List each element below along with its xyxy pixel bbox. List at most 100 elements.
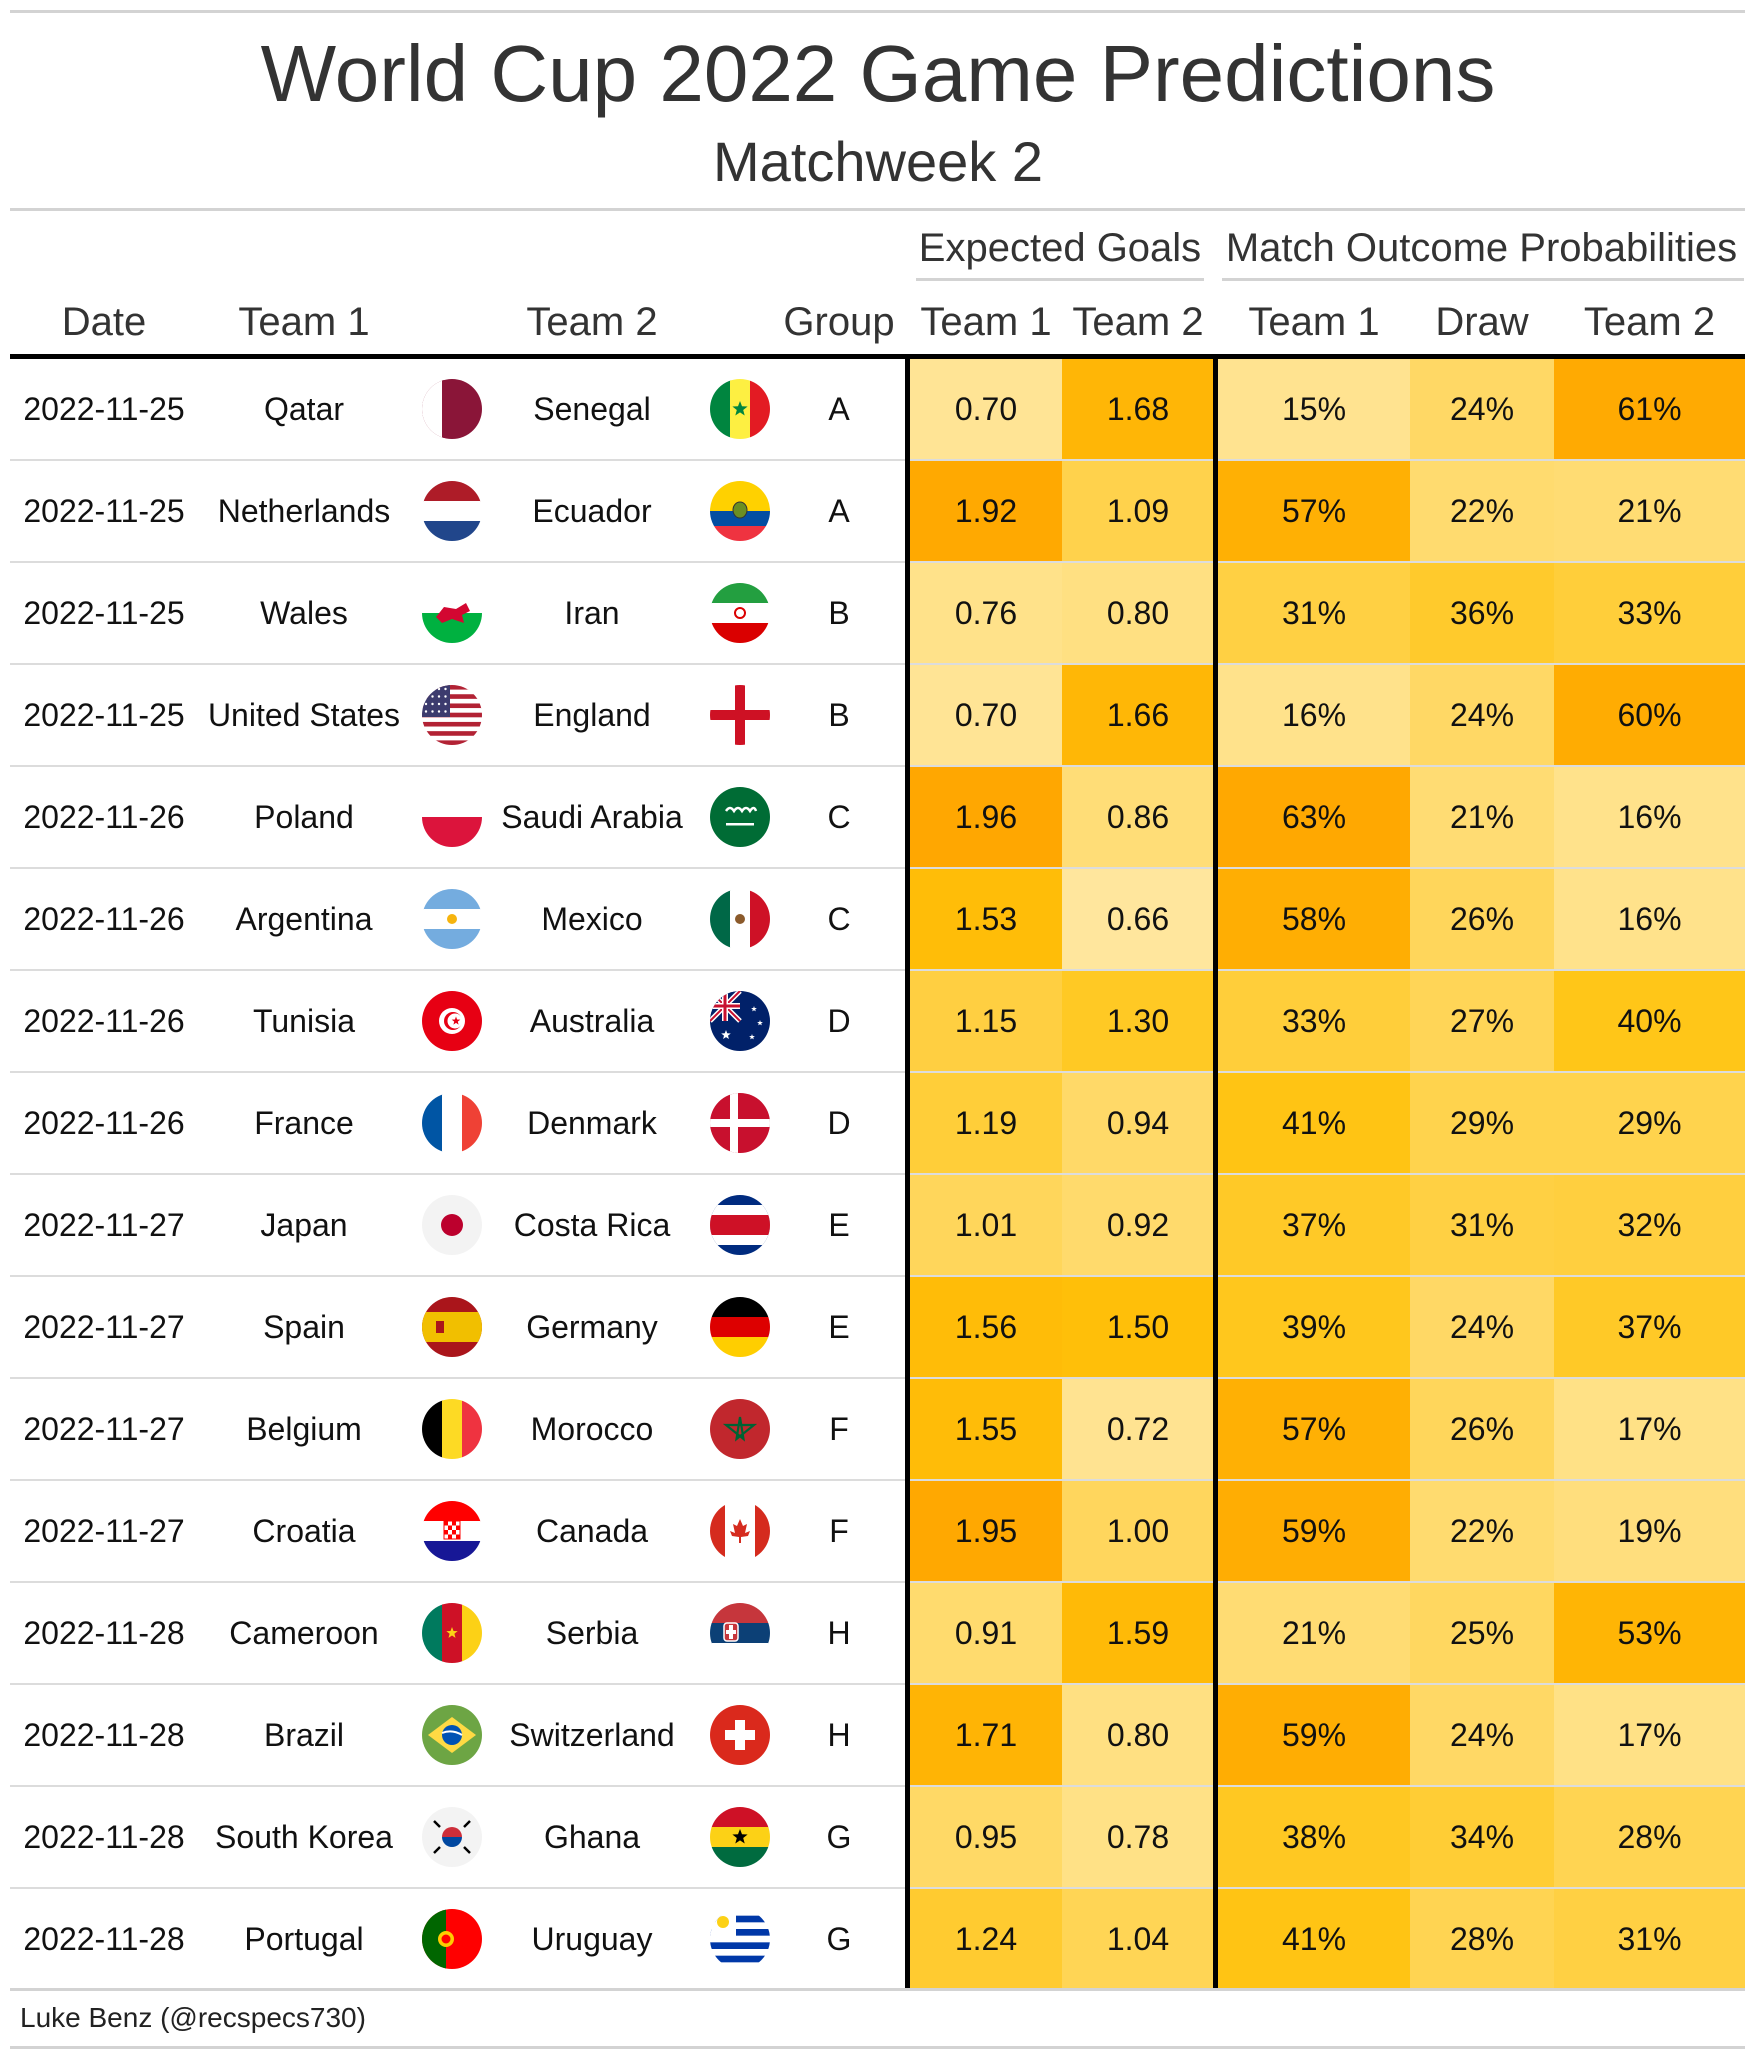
group-cell: H [827,1717,851,1753]
xg-team1-cell: 1.71 [910,1685,1062,1785]
team2-cell: Mexico [541,901,643,937]
team1-cell: France [254,1105,354,1141]
spanner-outcome-probabilities-underline [1222,278,1744,281]
team2-cell: Serbia [545,1615,639,1651]
footer-rule [10,1988,1745,1991]
team2-cell: Senegal [533,391,651,427]
column-header-prob-team1: Team 1 [1248,300,1380,344]
top-rule [10,10,1745,13]
spanner-outcome-probabilities: Match Outcome Probabilities [1225,226,1738,270]
column-header-team1: Team 1 [238,300,370,344]
canada-flag-icon [710,1501,770,1561]
xg-team2-cell: 0.92 [1062,1175,1214,1275]
date-cell: 2022-11-27 [23,1309,185,1345]
group-cell: G [826,1921,852,1957]
poland-flag-icon [422,787,482,847]
prob-team1-cell: 37% [1218,1175,1410,1275]
date-cell: 2022-11-25 [23,493,185,529]
table-body: 2022-11-25 Qatar Senegal A 0.70 1.68 15% 24% 61%… [10,359,1745,1991]
team2-cell: Canada [535,1513,649,1549]
team1-cell: Argentina [235,901,373,937]
date-cell: 2022-11-27 [23,1513,185,1549]
table-row: 2022-11-28 Cameroon Serbia H 0.91 1.59 21% 25% 5… [10,1583,1745,1685]
team2-cell: Australia [529,1003,655,1039]
team2-cell: England [533,697,651,733]
xg-team2-cell: 1.30 [1062,971,1214,1071]
netherlands-flag-icon [422,481,482,541]
column-header-group: Group [783,300,895,344]
brazil-flag-icon [422,1705,482,1765]
prob-draw-cell: 28% [1410,1889,1554,1989]
xg-team2-cell: 1.68 [1062,359,1214,459]
date-cell: 2022-11-28 [23,1819,185,1855]
prob-draw-cell: 24% [1410,1685,1554,1785]
table-row: 2022-11-26 Tunisia Australia D 1.15 1.30 33% 27… [10,971,1745,1073]
column-header-xg-team1: Team 1 [920,300,1052,344]
team1-cell: Poland [254,799,354,835]
table-row: 2022-11-28 Brazil Switzerland H 1.71 0.80 59% 2… [10,1685,1745,1787]
table-row: 2022-11-27 Belgium Morocco F 1.55 0.72 57% 26% 1… [10,1379,1745,1481]
group-cell: D [827,1003,851,1039]
prob-draw-cell: 31% [1410,1175,1554,1275]
xg-team2-cell: 0.78 [1062,1787,1214,1887]
xg-team2-cell: 1.50 [1062,1277,1214,1377]
group-cell: E [828,1309,850,1345]
team2-cell: Ghana [543,1819,641,1855]
prob-team2-cell: 17% [1554,1379,1745,1479]
xg-team2-cell: 1.59 [1062,1583,1214,1683]
prob-team1-cell: 16% [1218,665,1410,765]
group-cell: E [828,1207,850,1243]
uruguay-flag-icon [710,1909,770,1969]
date-cell: 2022-11-26 [23,1003,185,1039]
wales-flag-icon [422,583,482,643]
team2-cell: Denmark [527,1105,657,1141]
xg-team2-cell: 1.04 [1062,1889,1214,1989]
xg-team1-cell: 1.19 [910,1073,1062,1173]
team1-cell: Spain [263,1309,345,1345]
xg-team2-cell: 0.94 [1062,1073,1214,1173]
tunisia-flag-icon [422,991,482,1051]
group-cell: F [829,1513,849,1549]
belgium-flag-icon [422,1399,482,1459]
prob-team2-cell: 40% [1554,971,1745,1071]
team1-cell: United States [207,697,401,733]
germany-flag-icon [710,1297,770,1357]
team1-cell: Wales [260,595,348,631]
qatar-flag-icon [422,379,482,439]
xg-team2-cell: 0.80 [1062,1685,1214,1785]
costa-rica-flag-icon [710,1195,770,1255]
prob-draw-cell: 29% [1410,1073,1554,1173]
xg-team1-cell: 1.95 [910,1481,1062,1581]
prob-team2-cell: 60% [1554,665,1745,765]
table-row: 2022-11-26 Argentina Mexico C 1.53 0.66 58% 26%… [10,869,1745,971]
group-cell: G [826,1819,852,1855]
team2-cell: Ecuador [532,493,652,529]
prob-draw-cell: 24% [1410,359,1554,459]
team2-cell: Germany [526,1309,658,1345]
prob-team1-cell: 15% [1218,359,1410,459]
prob-draw-cell: 36% [1410,563,1554,663]
date-cell: 2022-11-28 [23,1615,185,1651]
group-cell: A [828,493,850,529]
prob-team2-cell: 19% [1554,1481,1745,1581]
prob-team1-cell: 63% [1218,767,1410,867]
prob-draw-cell: 22% [1410,1481,1554,1581]
date-cell: 2022-11-26 [23,1105,185,1141]
team1-cell: Japan [260,1207,348,1243]
england-flag-icon [710,685,770,745]
xg-team1-cell: 1.15 [910,971,1062,1071]
team1-cell: Brazil [263,1717,344,1753]
team1-cell: Croatia [252,1513,356,1549]
date-cell: 2022-11-25 [23,391,185,427]
xg-team1-cell: 1.92 [910,461,1062,561]
prob-team2-cell: 33% [1554,563,1745,663]
ghana-flag-icon [710,1807,770,1867]
column-header-prob-draw: Draw [1435,300,1529,344]
page-title: World Cup 2022 Game Predictions [260,29,1496,118]
prob-team1-cell: 39% [1218,1277,1410,1377]
date-cell: 2022-11-25 [23,595,185,631]
table-row: 2022-11-28 Portugal Uruguay G 1.24 1.04 41% 28%… [10,1889,1745,1991]
column-header-team2: Team 2 [526,300,658,344]
prob-team2-cell: 29% [1554,1073,1745,1173]
